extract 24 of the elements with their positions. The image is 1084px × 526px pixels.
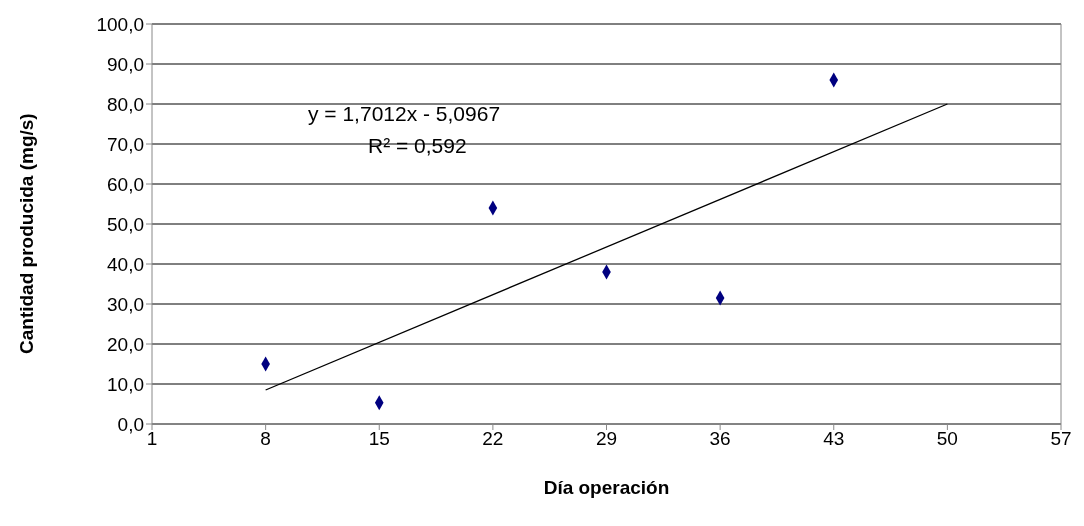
annotation: R² = 0,592 — [368, 134, 467, 158]
x-axis-title: Día operación — [543, 477, 670, 498]
y-tick-label: 10,0 — [107, 373, 144, 395]
y-tick-label: 50,0 — [107, 213, 144, 235]
x-tick-label: 29 — [595, 428, 618, 450]
annotation: y = 1,7012x - 5,0967 — [308, 102, 501, 126]
x-tick-label: 15 — [368, 428, 390, 450]
x-tick-label: 22 — [482, 428, 504, 450]
y-tick-label: 70,0 — [107, 133, 144, 155]
x-tick-label: 57 — [1050, 428, 1072, 450]
y-tick-label: 80,0 — [107, 93, 144, 115]
x-tick-label: 43 — [823, 428, 845, 450]
x-tick-label: 1 — [146, 428, 158, 450]
y-tick-label: 90,0 — [107, 53, 144, 75]
x-tick-label: 50 — [936, 428, 958, 450]
x-tick-label: 36 — [709, 428, 731, 450]
x-tick-label: 8 — [260, 428, 271, 450]
y-axis-title: Cantidad producida (mg/s) — [15, 113, 37, 354]
y-tick-label: 60,0 — [107, 173, 144, 195]
y-tick-label: 20,0 — [107, 333, 144, 355]
y-tick-label: 30,0 — [107, 293, 144, 315]
y-tick-label: 0,0 — [117, 413, 144, 435]
y-tick-label: 40,0 — [107, 253, 144, 275]
y-tick-label: 100,0 — [96, 13, 144, 35]
